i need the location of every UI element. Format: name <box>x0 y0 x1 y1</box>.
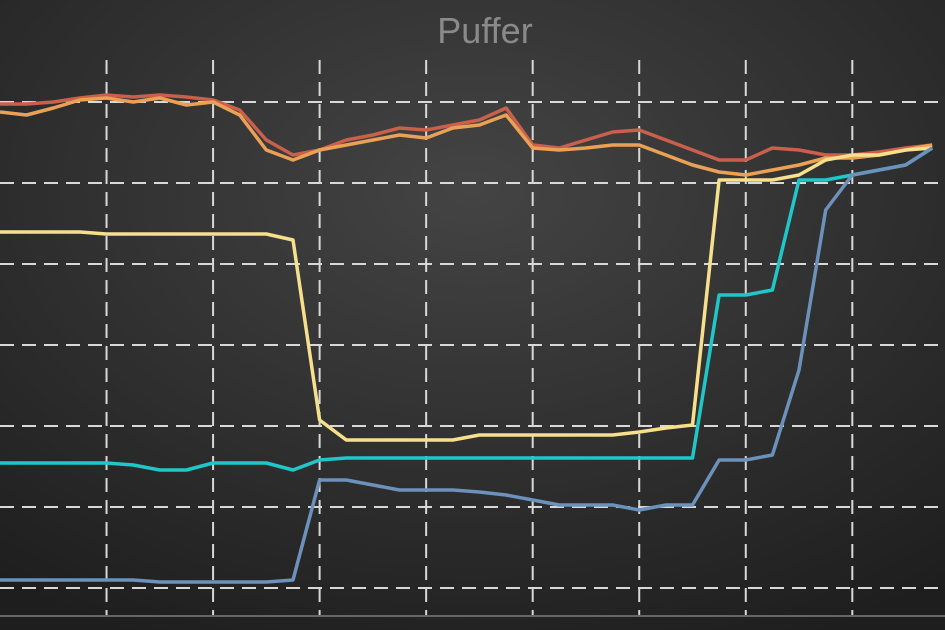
plot-lines <box>0 93 934 584</box>
chart-title: Puffer <box>437 10 532 51</box>
series-line <box>0 93 933 162</box>
series-line <box>0 96 933 177</box>
series-line <box>0 146 934 472</box>
series-line <box>0 146 933 442</box>
series-line <box>0 146 934 584</box>
grid <box>0 60 945 616</box>
